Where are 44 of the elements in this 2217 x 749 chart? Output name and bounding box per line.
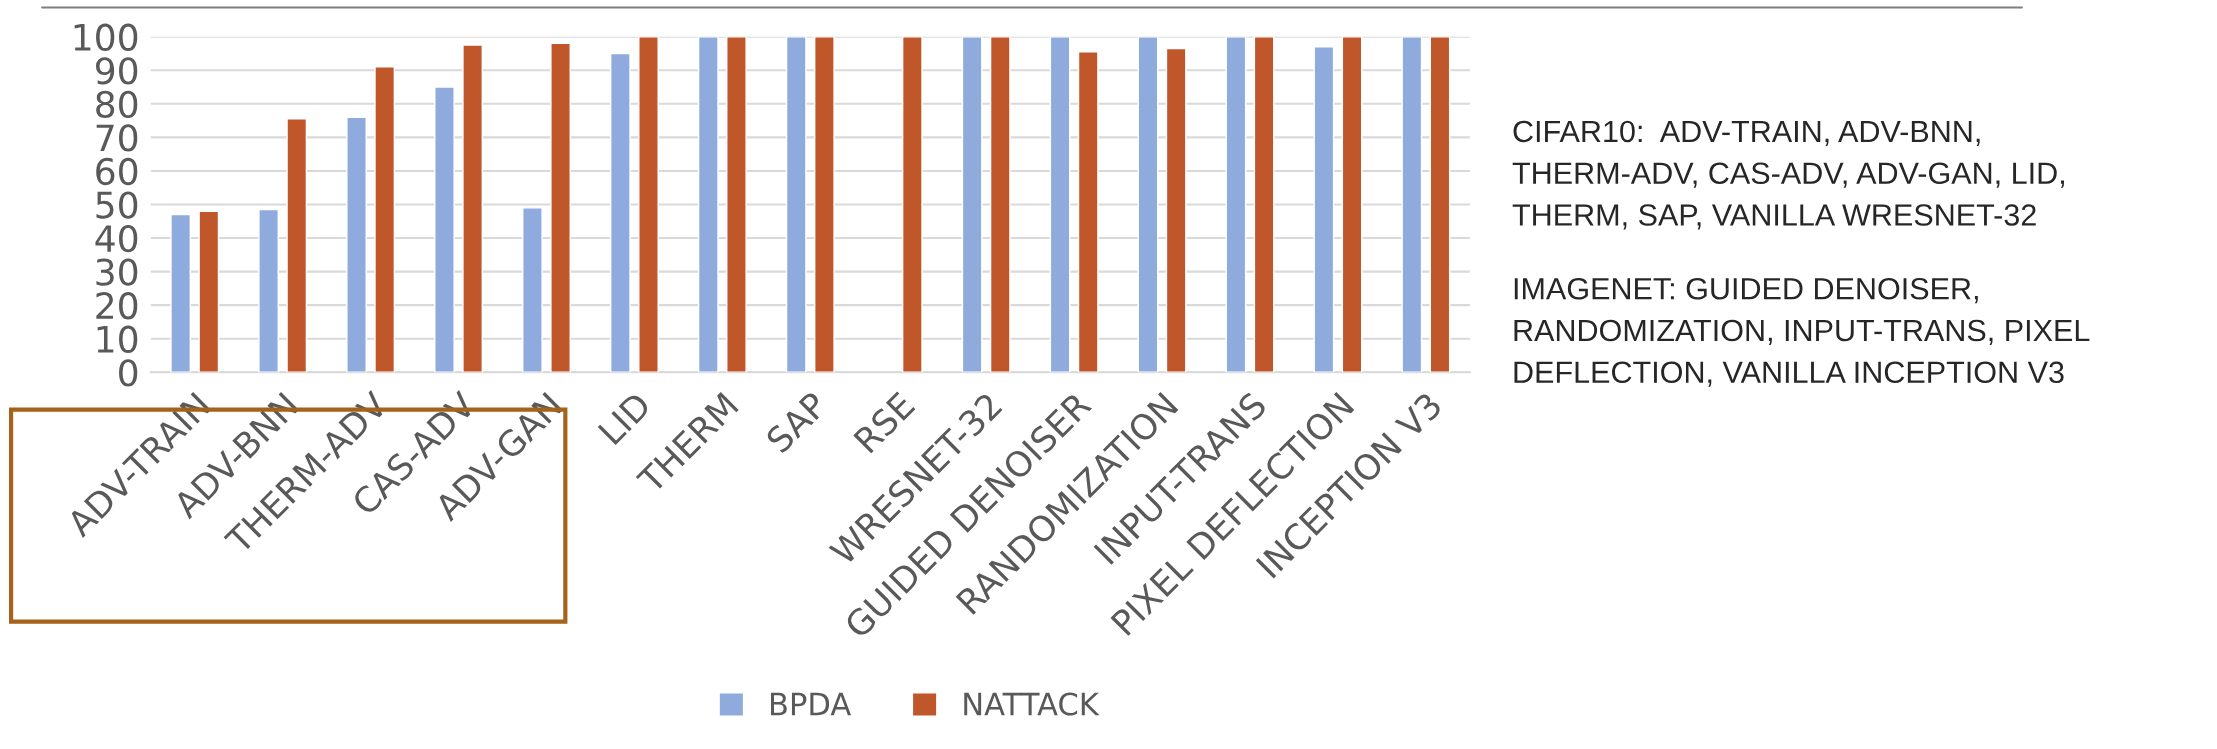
bar <box>638 36 659 373</box>
text: IMAGENET: GUIDED DENOISER, RANDOMIZATION, INPUT-TRANS, PIXEL DEFLECTION, VANILLA INCEPTION V3 <box>1514 277 2090 387</box>
bar <box>258 208 279 373</box>
y-tick-label: 10 <box>97 325 138 353</box>
bar <box>286 118 308 373</box>
y-tick-label: 100 <box>74 23 138 51</box>
y-tick-label: 40 <box>95 224 138 253</box>
bar <box>1225 36 1247 373</box>
bar <box>550 42 571 373</box>
y-tick-label: 20 <box>96 292 138 320</box>
bar <box>1341 36 1363 373</box>
y-tick-label: 90 <box>95 57 138 85</box>
bar <box>374 66 396 373</box>
text: CIFAR10: ADV-TRAIN, ADV-BNN, THERM-ADV, CAS-ADV, ADV-GAN, LID, THERM, SAP, VANILLA WRESNET-32 <box>1512 120 2064 230</box>
bar <box>1253 36 1275 373</box>
bar <box>346 116 367 373</box>
bar <box>462 44 483 373</box>
y-tick-label: 30 <box>96 258 138 286</box>
bar <box>1137 36 1159 373</box>
bar <box>901 36 923 373</box>
y-tick-label: 70 <box>96 124 138 152</box>
bar <box>198 210 220 373</box>
bar <box>522 207 543 373</box>
bar <box>1401 36 1423 373</box>
bar <box>697 36 719 373</box>
legend-label: NATTACK <box>964 692 1100 716</box>
bar <box>785 36 807 373</box>
bar <box>814 36 835 373</box>
y-tick-label: 60 <box>96 157 138 186</box>
bar <box>1313 46 1335 373</box>
legend-label: BPDA <box>770 692 852 716</box>
bar <box>1049 36 1071 373</box>
bar <box>609 52 631 373</box>
bar <box>989 36 1011 373</box>
bar <box>726 36 747 373</box>
bar <box>1077 51 1099 373</box>
bar <box>1429 36 1451 373</box>
y-tick-label: 0 <box>119 359 138 387</box>
bar <box>961 36 983 373</box>
bar <box>434 86 455 373</box>
y-tick-label: 80 <box>96 90 138 119</box>
bar <box>1165 47 1187 373</box>
y-tick-label: 50 <box>96 191 138 219</box>
bar <box>170 213 192 373</box>
